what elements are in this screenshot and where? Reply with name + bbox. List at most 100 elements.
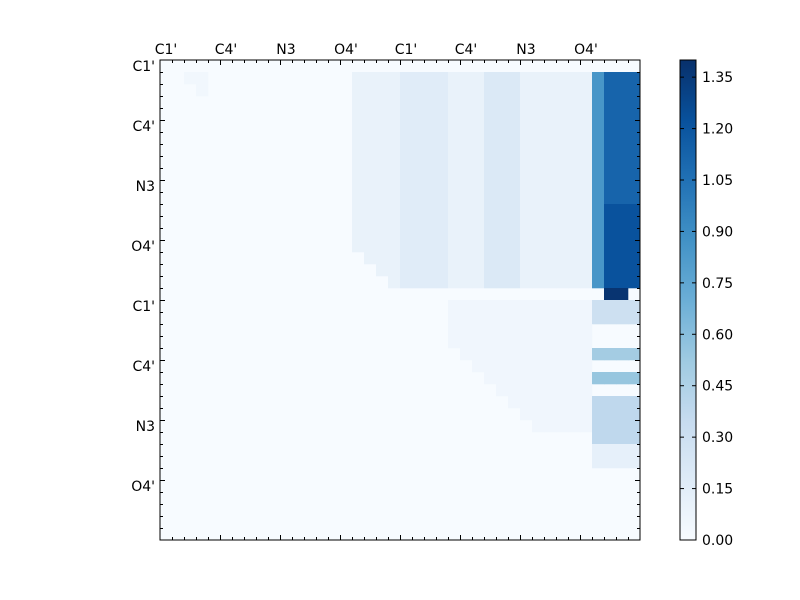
y-tick-label: C1' — [132, 59, 155, 75]
heatmap-cell — [604, 372, 617, 385]
heatmap-cell — [184, 72, 197, 85]
heatmap-cell — [616, 276, 629, 289]
heatmap-cell — [400, 228, 413, 241]
heatmap-cell — [484, 108, 497, 121]
heatmap-cell — [616, 96, 629, 109]
heatmap-cell — [556, 420, 569, 433]
heatmap-cell — [412, 108, 425, 121]
heatmap-cell — [352, 204, 365, 217]
heatmap-cell — [592, 132, 605, 145]
heatmap-cell — [412, 276, 425, 289]
heatmap-cell — [352, 84, 365, 97]
heatmap-cell — [520, 372, 533, 385]
heatmap-cell — [556, 132, 569, 145]
heatmap-cell — [568, 372, 581, 385]
heatmap-cell — [628, 420, 641, 433]
heatmap-cell — [532, 324, 545, 337]
heatmap-cell — [616, 132, 629, 145]
heatmap-cell — [532, 144, 545, 157]
heatmap-cell — [436, 144, 449, 157]
heatmap-cell — [616, 192, 629, 205]
heatmap-cell — [472, 180, 485, 193]
heatmap-cell — [388, 252, 401, 265]
heatmap-cell — [532, 408, 545, 421]
heatmap-cell — [580, 240, 593, 253]
heatmap-cell — [364, 132, 377, 145]
heatmap-cell — [364, 168, 377, 181]
heatmap-cell — [580, 264, 593, 277]
heatmap-cell — [616, 456, 629, 469]
heatmap-cell — [508, 336, 521, 349]
heatmap-cell — [520, 204, 533, 217]
heatmap-cell — [472, 240, 485, 253]
heatmap-cell — [604, 216, 617, 229]
heatmap-cell — [388, 120, 401, 133]
heatmap-cell — [352, 228, 365, 241]
heatmap-cell — [472, 300, 485, 313]
heatmap-cell — [604, 240, 617, 253]
heatmap-cell — [400, 144, 413, 157]
heatmap-cell — [592, 144, 605, 157]
heatmap-cell — [472, 336, 485, 349]
heatmap-cell — [376, 180, 389, 193]
heatmap-cell — [376, 132, 389, 145]
heatmap-cell — [544, 228, 557, 241]
heatmap-cell — [400, 216, 413, 229]
heatmap-cell — [556, 180, 569, 193]
heatmap-cell — [556, 108, 569, 121]
heatmap-cell — [568, 312, 581, 325]
heatmap-cell — [544, 96, 557, 109]
heatmap-cell — [544, 384, 557, 397]
heatmap-cell — [592, 108, 605, 121]
heatmap-cell — [568, 108, 581, 121]
heatmap-cell — [580, 300, 593, 313]
heatmap-cell — [400, 264, 413, 277]
heatmap-cell — [472, 312, 485, 325]
heatmap-cell — [508, 240, 521, 253]
heatmap-cell — [592, 396, 605, 409]
heatmap-cell — [424, 276, 437, 289]
heatmap-cell — [448, 204, 461, 217]
heatmap-cell — [364, 144, 377, 157]
heatmap-cell — [616, 204, 629, 217]
heatmap-cell — [472, 264, 485, 277]
heatmap-cell — [532, 180, 545, 193]
x-tick-label: O4' — [574, 42, 598, 58]
heatmap-cell — [496, 192, 509, 205]
heatmap-cell — [628, 132, 641, 145]
heatmap-cell — [400, 252, 413, 265]
heatmap-cell — [508, 72, 521, 85]
heatmap-cell — [376, 84, 389, 97]
heatmap-cell — [376, 252, 389, 265]
heatmap-cell — [580, 312, 593, 325]
heatmap-cell — [448, 192, 461, 205]
heatmap-cell — [352, 72, 365, 85]
heatmap-cell — [568, 120, 581, 133]
x-tick-label: C4' — [215, 42, 238, 58]
heatmap-cell — [604, 300, 617, 313]
heatmap-cell — [484, 240, 497, 253]
heatmap-cell — [532, 156, 545, 169]
heatmap-cell — [448, 228, 461, 241]
heatmap-cell — [472, 216, 485, 229]
heatmap-cell — [556, 384, 569, 397]
heatmap-cell — [544, 360, 557, 373]
heatmap-cell — [580, 228, 593, 241]
heatmap-cell — [544, 120, 557, 133]
heatmap-cell — [580, 252, 593, 265]
heatmap-cell — [616, 156, 629, 169]
heatmap-cell — [508, 264, 521, 277]
heatmap-cell — [484, 348, 497, 361]
heatmap-cell — [424, 156, 437, 169]
heatmap-cell — [352, 144, 365, 157]
heatmap-cell — [376, 192, 389, 205]
heatmap-cell — [496, 204, 509, 217]
heatmap-cell — [472, 72, 485, 85]
heatmap-cell — [508, 192, 521, 205]
heatmap-cell — [484, 144, 497, 157]
heatmap-cell — [496, 120, 509, 133]
heatmap-cell — [616, 288, 629, 301]
heatmap-cell — [388, 108, 401, 121]
heatmap-cell — [628, 252, 641, 265]
